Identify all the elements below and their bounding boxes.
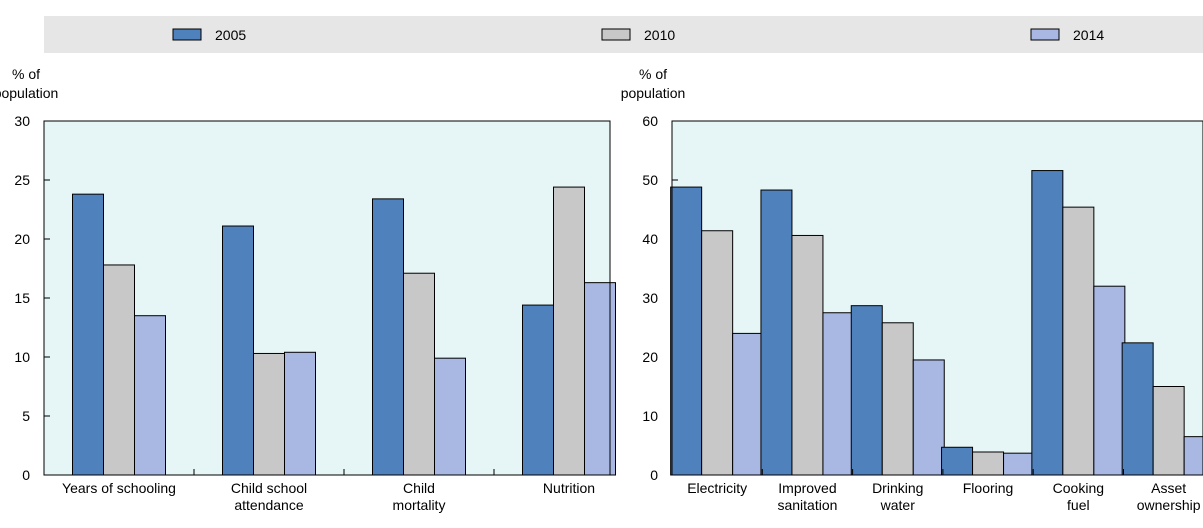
x-tick-label-line: Flooring: [963, 480, 1014, 496]
y-tick-label: 25: [14, 172, 30, 188]
y-tick-label: 10: [14, 349, 30, 365]
y-axis-label-line: % of: [12, 66, 40, 82]
legend-items: 2005 2010 2014: [172, 27, 1104, 43]
x-tick-label-line: mortality: [393, 497, 446, 513]
x-tick-label-line: Drinking: [872, 480, 923, 496]
legend-swatch-2005: [172, 28, 202, 41]
x-tick-label-flooring: Flooring: [963, 480, 1014, 496]
bar-child-mortality-2010: [403, 272, 435, 476]
plot-frame: [671, 120, 1203, 476]
bar-drinking-water-2014: [912, 359, 945, 476]
bar-cooking-fuel-2014: [1093, 285, 1126, 476]
bar-flooring-2005: [941, 446, 974, 476]
y-tick-label: 0: [22, 467, 30, 483]
bar-cooking-fuel-2005: [1031, 170, 1064, 476]
x-tick-label-line: ownership: [1137, 497, 1201, 513]
x-tick-label-line: Asset: [1151, 480, 1186, 496]
x-tick-label-line: Years of schooling: [62, 480, 176, 496]
bar-asset-ownership-2014: [1183, 436, 1203, 476]
y-axis-label-line: population: [621, 85, 686, 101]
bar-years-of-schooling-2010: [103, 264, 135, 476]
x-tick-label-line: sanitation: [777, 497, 837, 513]
bar-child-mortality-2014: [434, 357, 466, 476]
bar-asset-ownership-2005: [1121, 342, 1154, 476]
x-tick-label-improved-sanitation: Improved sanitation: [777, 480, 837, 513]
bar-flooring-2010: [972, 451, 1005, 476]
x-tick-label-line: Electricity: [687, 480, 747, 496]
x-tick-label-line: Cooking: [1053, 480, 1104, 496]
y-tick-label: 30: [14, 113, 30, 129]
bar-child-mortality-2005: [372, 198, 404, 476]
y-axis-label: % of population: [0, 66, 58, 101]
legend-bar: 2005 2010 2014: [44, 16, 1203, 53]
bar-child-school-attendance-2005: [222, 225, 254, 476]
bar-electricity-2005: [670, 186, 703, 476]
y-axis-label: % of population: [621, 66, 686, 101]
legend-swatch-2010: [601, 28, 631, 41]
x-tick-label-line: attendance: [234, 497, 303, 513]
bar-drinking-water-2005: [850, 305, 883, 476]
bar-improved-sanitation-2010: [791, 234, 824, 476]
x-tick-label-child-mortality: Child mortality: [393, 480, 446, 513]
y-tick-label: 60: [642, 113, 658, 129]
chart-right-living-standards: % of population 0 10 20 30 40 50 60 Electricity Im…: [621, 66, 1203, 513]
bar-child-school-attendance-2010: [253, 352, 285, 476]
y-tick-label: 40: [642, 231, 658, 247]
x-tick-label-child-school-attendance: Child school attendance: [231, 480, 307, 513]
bar-electricity-2010: [701, 230, 734, 476]
x-tick-label-asset-ownership: Asset ownership: [1137, 480, 1201, 513]
bar-years-of-schooling-2005: [72, 193, 104, 476]
x-tick-label-cooking-fuel: Cooking fuel: [1053, 480, 1104, 513]
bar-asset-ownership-2010: [1152, 386, 1185, 476]
bar-improved-sanitation-2005: [760, 189, 793, 476]
bar-nutrition-2005: [522, 304, 554, 476]
bar-improved-sanitation-2014: [822, 312, 855, 476]
legend-label-2014: 2014: [1073, 27, 1104, 43]
y-axis-label-line: population: [0, 85, 58, 101]
x-tick-label-years-of-schooling: Years of schooling: [62, 480, 176, 496]
x-tick-label-line: Child: [403, 480, 435, 496]
bar-drinking-water-2010: [881, 322, 914, 476]
chart-left-deprivation-indicators: % of population 0 5 10 15 20 25 30 Years of schoo…: [0, 66, 616, 513]
y-tick-label: 20: [642, 349, 658, 365]
bar-nutrition-2010: [553, 186, 585, 476]
bar-years-of-schooling-2014: [134, 315, 166, 476]
y-tick-label: 50: [642, 172, 658, 188]
y-tick-label: 0: [650, 467, 658, 483]
legend-label-2005: 2005: [215, 27, 246, 43]
y-tick-label: 10: [642, 408, 658, 424]
bar-child-school-attendance-2014: [284, 351, 316, 476]
x-tick-label-line: fuel: [1067, 497, 1090, 513]
bar-cooking-fuel-2010: [1062, 206, 1095, 476]
x-tick-label-line: Nutrition: [543, 480, 595, 496]
x-tick-label-line: Child school: [231, 480, 307, 496]
x-tick-label-electricity: Electricity: [687, 480, 747, 496]
legend-label-2010: 2010: [644, 27, 675, 43]
y-tick-label: 5: [22, 408, 30, 424]
y-tick-label: 15: [14, 290, 30, 306]
y-tick-label: 30: [642, 290, 658, 306]
y-axis-label-line: % of: [639, 66, 667, 82]
legend-swatch-2014: [1030, 28, 1060, 41]
x-tick-label-line: Improved: [778, 480, 836, 496]
plot-frame: [43, 120, 611, 476]
bar-electricity-2014: [732, 332, 765, 476]
x-tick-label-line: water: [880, 497, 916, 513]
x-tick-label-drinking-water: Drinking water: [872, 480, 923, 513]
bar-nutrition-2014: [584, 282, 616, 476]
bar-flooring-2014: [1003, 452, 1036, 476]
y-tick-label: 20: [14, 231, 30, 247]
x-tick-label-nutrition: Nutrition: [543, 480, 595, 496]
